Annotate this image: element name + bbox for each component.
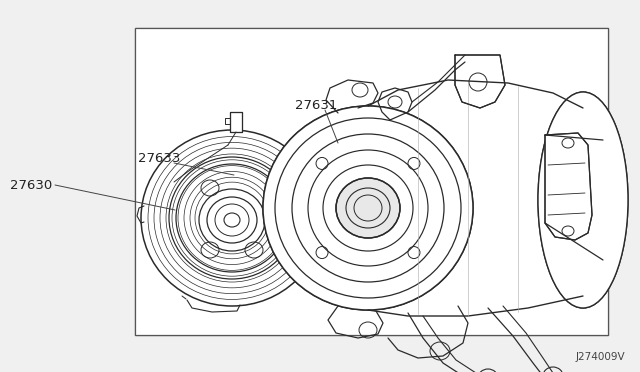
Text: 27630: 27630: [10, 179, 52, 192]
Bar: [135, 28, 608, 335]
Ellipse shape: [538, 92, 628, 308]
Polygon shape: [230, 112, 242, 132]
Polygon shape: [455, 55, 505, 108]
Polygon shape: [545, 133, 592, 240]
Ellipse shape: [336, 178, 400, 238]
Text: 27633: 27633: [138, 151, 180, 164]
Text: J274009V: J274009V: [575, 352, 625, 362]
Text: 27631: 27631: [295, 99, 337, 112]
Bar: [135, 28, 608, 335]
Bar: [135, 28, 608, 335]
Ellipse shape: [263, 106, 473, 310]
